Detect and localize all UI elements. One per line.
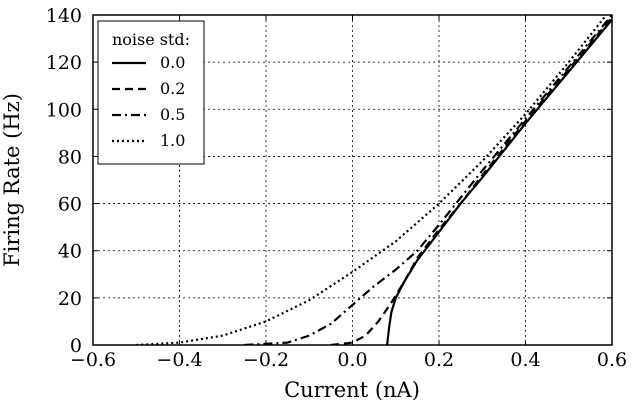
legend-label: 1.0: [160, 131, 185, 150]
x-tick-label: −0.6: [70, 349, 116, 371]
legend-title: noise std:: [112, 30, 190, 49]
legend-label: 0.5: [160, 105, 185, 124]
y-tick-label: 40: [58, 241, 82, 263]
x-tick-label: −0.4: [156, 349, 202, 371]
x-tick-label: −0.2: [243, 349, 289, 371]
x-tick-label: 0.0: [337, 349, 367, 371]
legend-label: 0.0: [160, 53, 185, 72]
legend-box: [97, 20, 205, 165]
series-line-solid: [386, 18, 612, 345]
y-tick-label: 20: [58, 288, 82, 310]
ticks: −0.6 −0.4 −0.2 0.0 0.2 0.4 0.6 0 20 40 60 80 100 120 1…: [46, 5, 627, 371]
y-tick-label: 120: [46, 52, 82, 74]
series-line-dotted: [136, 15, 608, 345]
y-axis-label: Firing Rate (Hz): [0, 93, 24, 267]
y-tick-label: 100: [46, 99, 82, 121]
y-tick-label: 140: [46, 5, 82, 27]
x-axis-label: Current (nA): [284, 378, 420, 402]
x-tick-label: 0.4: [510, 349, 540, 371]
series-line-dashdot: [244, 15, 612, 345]
series-line-dashed: [330, 16, 612, 345]
x-tick-label: 0.6: [597, 349, 627, 371]
y-tick-label: 60: [58, 194, 82, 216]
y-tick-label: 80: [58, 146, 82, 168]
x-tick-label: 0.2: [424, 349, 454, 371]
legend: noise std: 0.0 0.2 0.5 1.0: [97, 20, 205, 165]
y-tick-label: 0: [70, 335, 82, 357]
series-layer: [136, 15, 612, 345]
legend-label: 0.2: [160, 79, 185, 98]
